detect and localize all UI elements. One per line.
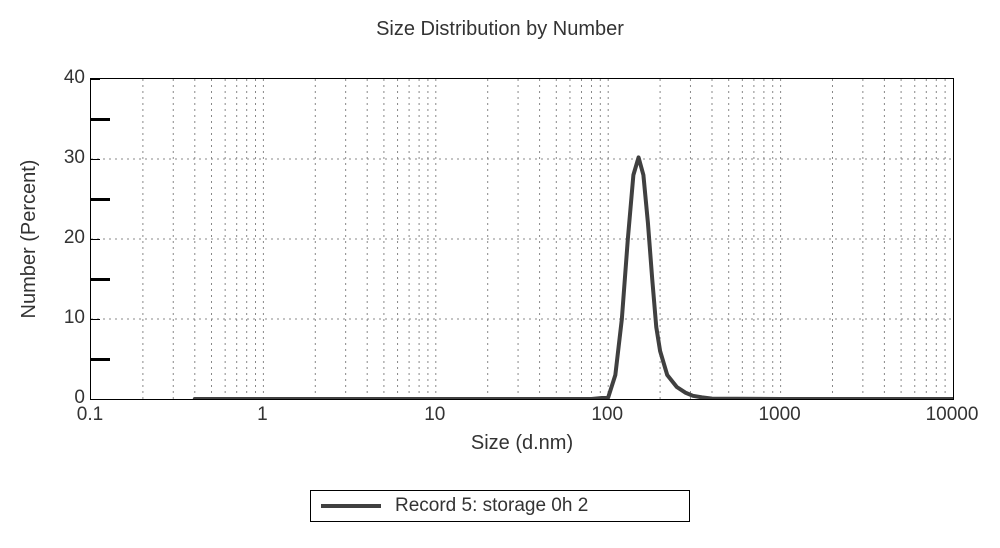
chart-container: Size Distribution by Number Number (Perc… [0,0,1000,548]
x-tick-label: 1 [257,404,268,426]
plot-svg [91,79,953,399]
legend: Record 5: storage 0h 2 [310,490,690,522]
y-tick-label: 30 [25,147,85,169]
x-axis-label: Size (d.nm) [90,432,954,455]
x-tick-label: 10000 [926,404,979,426]
chart-title: Size Distribution by Number [0,18,1000,41]
y-tick-label: 20 [25,227,85,249]
x-tick-label: 1000 [758,404,800,426]
legend-label: Record 5: storage 0h 2 [395,495,588,517]
y-tick-label: 40 [25,67,85,89]
plot-area [90,78,954,400]
legend-swatch [321,504,381,508]
x-tick-label: 0.1 [77,404,103,426]
x-tick-label: 10 [424,404,445,426]
x-tick-label: 100 [591,404,623,426]
y-tick-label: 10 [25,307,85,329]
